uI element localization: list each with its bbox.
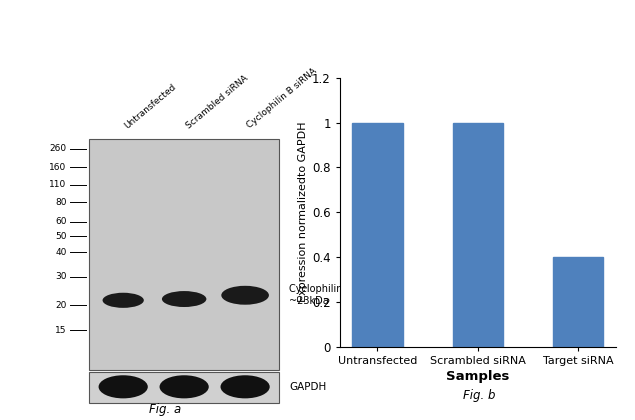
Text: 15: 15 [55,326,67,335]
FancyBboxPatch shape [89,139,279,370]
Ellipse shape [159,375,209,398]
Text: Fig. b: Fig. b [463,389,496,402]
Bar [352,123,403,346]
Text: Untransfected: Untransfected [123,82,178,130]
Bar [453,123,503,346]
Ellipse shape [220,375,270,398]
Text: 30: 30 [55,272,67,281]
Text: Fig. a: Fig. a [149,403,181,416]
X-axis label: Samples: Samples [446,370,509,383]
Bar [553,257,603,346]
Text: Cyclophilin B
~23kDa: Cyclophilin B ~23kDa [289,284,352,306]
FancyBboxPatch shape [89,372,279,403]
Text: 80: 80 [55,198,67,207]
Text: 260: 260 [50,144,67,153]
Y-axis label: Expression normalizedto GAPDH: Expression normalizedto GAPDH [298,122,308,302]
Text: GAPDH: GAPDH [289,382,326,392]
Text: 40: 40 [55,248,67,257]
Text: 160: 160 [50,163,67,172]
Text: 60: 60 [55,217,67,226]
Text: 110: 110 [50,180,67,189]
Text: 20: 20 [55,301,67,310]
Text: Cyclophilin B siRNA: Cyclophilin B siRNA [245,67,318,130]
Ellipse shape [102,293,144,308]
Ellipse shape [98,375,148,398]
Text: Scrambled siRNA: Scrambled siRNA [184,74,250,130]
Text: 50: 50 [55,231,67,241]
Ellipse shape [162,291,206,307]
Ellipse shape [222,286,269,304]
